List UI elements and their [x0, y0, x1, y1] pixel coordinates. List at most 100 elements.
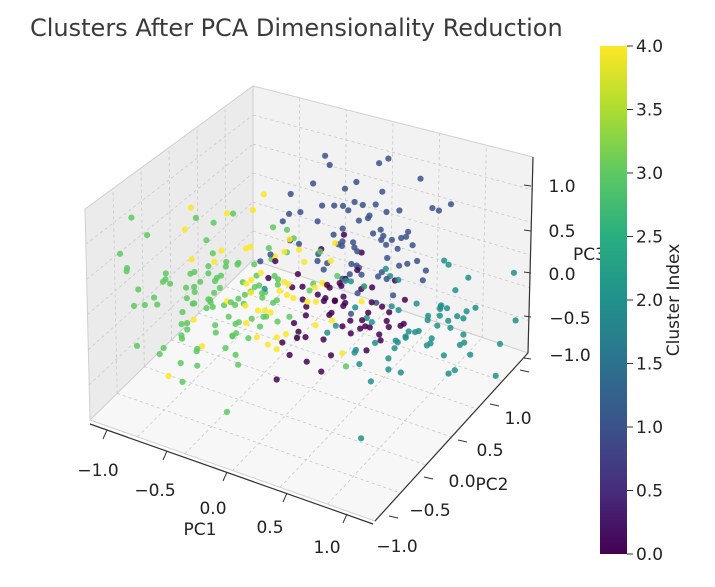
- data-point: [257, 269, 264, 276]
- data-point: [211, 258, 218, 265]
- data-point: [187, 270, 194, 277]
- data-point: [230, 210, 237, 217]
- data-point: [312, 322, 319, 329]
- data-point: [133, 342, 141, 349]
- z-axis-label: PC3: [573, 245, 606, 265]
- x-tick-label: 0.5: [256, 518, 283, 538]
- colorbar-tick-label: 0.0: [636, 545, 663, 565]
- data-point: [320, 336, 327, 343]
- data-point: [359, 317, 366, 324]
- z-axis-line: [527, 156, 534, 354]
- data-point: [405, 228, 412, 235]
- data-point: [235, 361, 242, 368]
- data-point: [400, 320, 407, 327]
- data-point: [348, 260, 355, 268]
- data-point: [286, 313, 293, 320]
- data-point: [352, 346, 359, 354]
- grid-line: [232, 306, 391, 471]
- data-point: [351, 198, 358, 206]
- data-point: [314, 257, 321, 265]
- colorbar-tick-label: 1.0: [636, 418, 663, 438]
- data-point: [151, 294, 158, 301]
- z-tick-mark: [523, 357, 532, 360]
- data-point: [447, 201, 455, 208]
- data-point: [314, 218, 321, 225]
- y-axis-line: [374, 352, 529, 522]
- data-point: [445, 317, 452, 324]
- data-point: [191, 283, 198, 290]
- grid-line: [198, 312, 478, 410]
- data-point: [116, 250, 124, 257]
- data-point: [460, 331, 467, 338]
- data-point: [394, 339, 401, 346]
- data-point: [259, 294, 266, 301]
- data-point: [274, 318, 281, 325]
- grid-line: [252, 114, 533, 191]
- data-point: [282, 331, 289, 338]
- data-point: [191, 300, 198, 307]
- data-point: [324, 281, 331, 288]
- data-point: [385, 366, 392, 373]
- data-point: [273, 346, 280, 353]
- data-point: [510, 269, 517, 276]
- data-point: [324, 329, 331, 336]
- x-tick-label: 0.0: [199, 499, 226, 519]
- data-point: [347, 310, 355, 317]
- data-point: [445, 370, 452, 377]
- data-point: [434, 322, 441, 329]
- data-point: [314, 291, 321, 298]
- data-point: [340, 293, 347, 300]
- data-point: [241, 291, 248, 298]
- z-tick-label: 0.0: [548, 265, 575, 285]
- data-point: [358, 298, 365, 305]
- data-point: [345, 207, 352, 214]
- data-point: [293, 334, 301, 342]
- data-point: [436, 312, 443, 319]
- x-tick-label: 1.0: [313, 538, 340, 558]
- data-point: [159, 278, 167, 285]
- data-point: [320, 297, 327, 305]
- data-point: [397, 369, 404, 376]
- y-tick-label: 1.0: [504, 409, 531, 429]
- data-point: [342, 299, 349, 306]
- data-point: [339, 323, 346, 330]
- data-point: [320, 266, 327, 273]
- grid-lines: [85, 97, 533, 505]
- data-point: [290, 295, 297, 302]
- data-point: [251, 261, 258, 268]
- data-point: [363, 347, 370, 354]
- data-point: [212, 329, 219, 336]
- data-point: [294, 271, 301, 278]
- data-point: [362, 323, 369, 330]
- data-point: [192, 214, 199, 221]
- data-point: [326, 161, 333, 169]
- data-point: [428, 335, 435, 342]
- data-point: [356, 361, 363, 368]
- data-point: [372, 201, 379, 208]
- data-point: [216, 284, 223, 292]
- data-point: [232, 351, 239, 358]
- data-point: [327, 352, 335, 359]
- data-point: [260, 313, 267, 320]
- data-point: [454, 313, 461, 320]
- data-point: [306, 287, 313, 294]
- data-point: [249, 207, 256, 214]
- x-tick-mark: [282, 492, 288, 503]
- data-point: [160, 344, 167, 352]
- data-point: [391, 345, 398, 352]
- data-point: [312, 298, 320, 305]
- data-point: [368, 319, 375, 326]
- data-point: [144, 232, 151, 239]
- data-point: [346, 271, 353, 278]
- data-point: [264, 341, 271, 348]
- data-point: [281, 279, 288, 286]
- data-point: [327, 257, 334, 264]
- data-point: [415, 327, 422, 335]
- data-point: [178, 321, 185, 328]
- data-point: [141, 301, 148, 309]
- z-tick-label: 1.0: [548, 177, 575, 197]
- data-point: [338, 242, 345, 249]
- data-point: [179, 378, 186, 385]
- grid-line: [279, 321, 437, 488]
